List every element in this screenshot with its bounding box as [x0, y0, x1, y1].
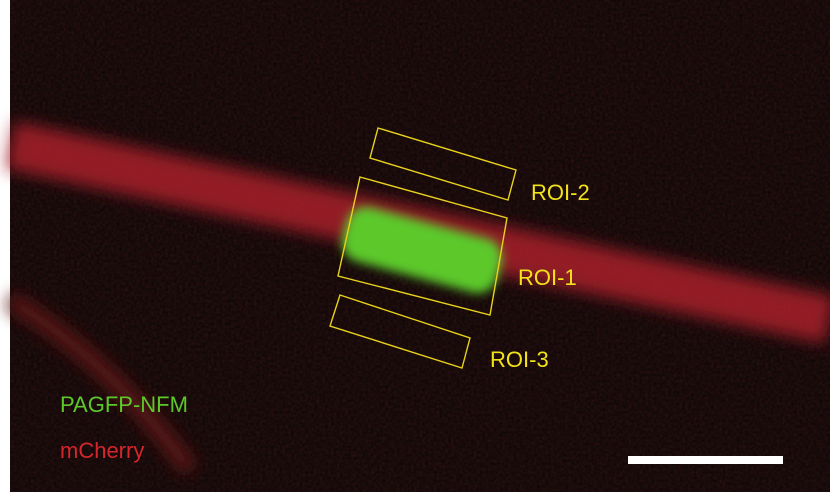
roi-label: ROI-2 — [531, 180, 590, 205]
roi-label: ROI-1 — [518, 265, 577, 290]
scale-bar — [628, 456, 783, 464]
roi-label: ROI-3 — [490, 347, 549, 372]
micrograph: ROI-1 ROI-2 ROI-3 PAGFP-NFM mCherry — [0, 0, 830, 492]
legend-label: mCherry — [60, 438, 144, 463]
legend-label: PAGFP-NFM — [60, 392, 188, 417]
page: ROI-1 ROI-2 ROI-3 PAGFP-NFM mCherry (() … — [0, 0, 830, 492]
